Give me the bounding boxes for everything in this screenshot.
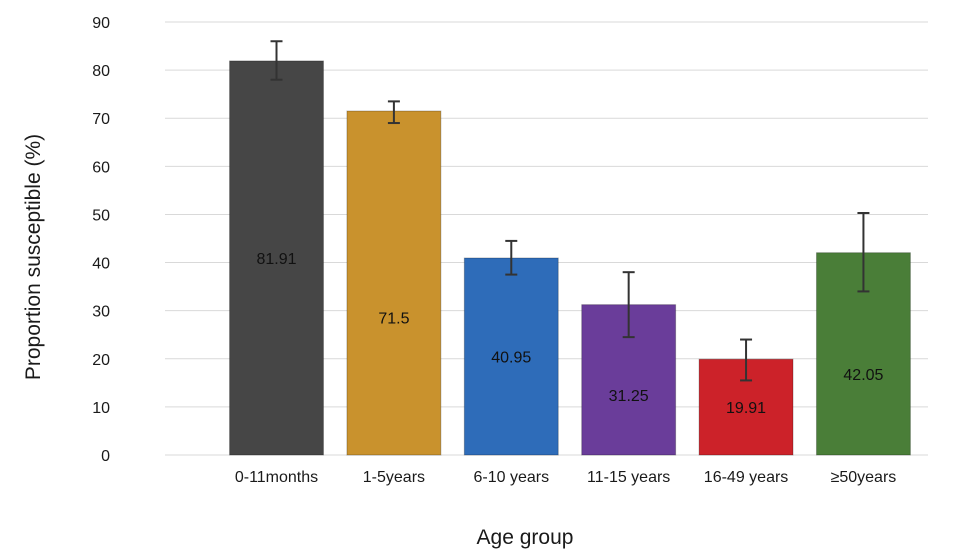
error-bar-4	[740, 338, 753, 382]
y-tick-label: 90	[92, 15, 110, 32]
error-bar-5	[857, 212, 870, 293]
y-tick-label: 0	[101, 448, 110, 465]
error-bar-3	[622, 271, 635, 339]
error-bar-1	[387, 100, 400, 125]
x-tick-label: 0-11months	[235, 469, 318, 486]
x-axis-ticks: 0-11months 1-5years 6-10 years 11-15 years 1…	[235, 469, 896, 486]
y-tick-label: 70	[92, 111, 110, 128]
data-label-3: 31.25	[609, 388, 649, 405]
y-tick-label: 80	[92, 63, 110, 80]
bars	[229, 60, 911, 456]
x-axis-title: Age group	[477, 526, 574, 549]
error-bars	[270, 40, 870, 382]
y-tick-label: 50	[92, 207, 110, 224]
error-bar-2	[505, 239, 518, 276]
bar-1	[346, 110, 442, 456]
bar-3	[581, 304, 677, 456]
data-label-2: 40.95	[491, 349, 531, 366]
y-tick-label: 60	[92, 159, 110, 176]
x-tick-label: 11-15 years	[587, 469, 670, 486]
data-label-5: 42.05	[843, 367, 883, 384]
x-tick-label: 16-49 years	[704, 469, 789, 486]
error-bar-0	[270, 40, 283, 81]
data-labels: 81.91 71.5 40.95 31.25 19.91 42.05	[256, 251, 883, 417]
x-tick-label: ≥50years	[831, 469, 897, 486]
y-tick-label: 10	[92, 400, 110, 417]
y-axis-title: Proportion susceptible (%)	[22, 134, 45, 380]
x-tick-label: 6-10 years	[473, 469, 549, 486]
y-axis-ticks: 0 10 20 30 40 50 60 70 80 90	[92, 15, 110, 465]
y-tick-label: 40	[92, 256, 110, 273]
data-label-4: 19.91	[726, 400, 766, 417]
data-label-1: 71.5	[378, 310, 409, 327]
x-tick-label: 1-5years	[363, 469, 425, 486]
y-tick-label: 30	[92, 304, 110, 321]
bar-2	[463, 257, 559, 456]
y-tick-label: 20	[92, 352, 110, 369]
data-label-0: 81.91	[256, 251, 296, 268]
